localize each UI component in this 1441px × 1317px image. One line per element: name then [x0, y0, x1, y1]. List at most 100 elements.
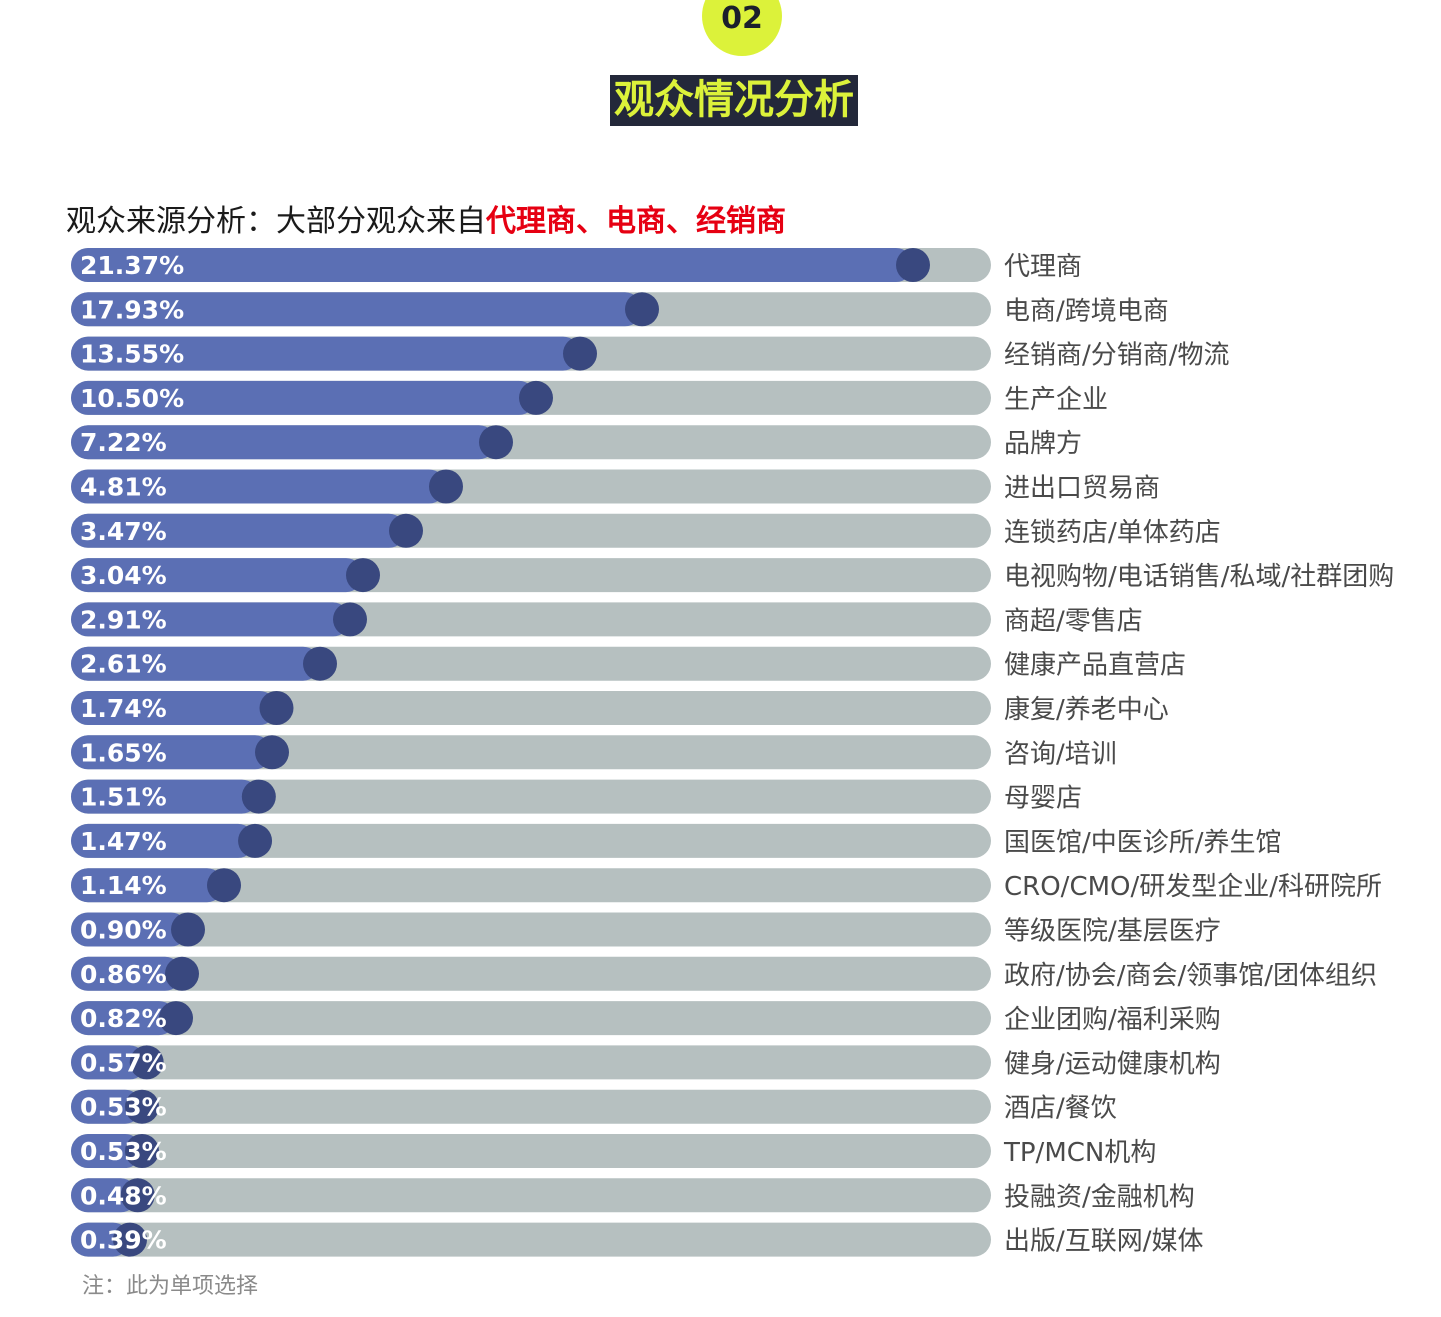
- category-label: 等级医院/基层医疗: [1004, 917, 1221, 947]
- category-label: 康复/养老中心: [1004, 695, 1169, 725]
- footnote: 注：此为单项选择: [82, 1274, 259, 1299]
- bar: [71, 823, 256, 858]
- category-label: TP/MCN机构: [1003, 1138, 1156, 1168]
- bar: [71, 1001, 176, 1036]
- value-label: 10.50%: [80, 384, 184, 413]
- category-label: 代理商: [1004, 252, 1082, 282]
- bar-end-marker: [125, 1089, 159, 1124]
- bar-end-marker: [125, 1134, 159, 1168]
- bar-end-marker: [429, 469, 463, 504]
- bar-track: [71, 956, 991, 991]
- category-label: 健康产品直营店: [1004, 651, 1186, 681]
- bar: [71, 956, 182, 991]
- value-label: 1.14%: [80, 871, 167, 900]
- value-label: 1.51%: [80, 783, 167, 812]
- bar: [71, 513, 406, 548]
- bar-end-marker: [303, 646, 337, 681]
- bar: [71, 602, 350, 637]
- value-label: 3.47%: [80, 517, 167, 546]
- bar: [71, 336, 580, 371]
- bar-end-marker: [259, 691, 294, 725]
- bar-track: [71, 1222, 991, 1257]
- value-label: 0.53%: [80, 1137, 167, 1166]
- bar: [71, 735, 272, 770]
- category-label: 企业团购/福利采购: [1004, 1005, 1221, 1035]
- value-label: 1.65%: [80, 738, 167, 767]
- bar: [71, 380, 536, 415]
- category-label: 咨询/培训: [1004, 739, 1117, 769]
- bar-end-marker: [896, 248, 930, 282]
- bar-track: [71, 691, 991, 725]
- bar-end-marker: [346, 558, 380, 593]
- bar: [71, 779, 259, 814]
- bar: [71, 868, 224, 903]
- bar: [71, 1045, 147, 1080]
- category-label: 电商/跨境电商: [1004, 296, 1169, 326]
- value-label: 0.82%: [80, 1004, 167, 1033]
- bar-track: [71, 1089, 991, 1124]
- bar-track: [71, 1045, 991, 1080]
- bar: [71, 425, 496, 460]
- bar: [71, 1178, 138, 1213]
- bar: [71, 1222, 130, 1257]
- bar-track: [71, 1001, 991, 1036]
- bar-end-marker: [120, 1178, 155, 1213]
- value-label: 1.74%: [80, 694, 167, 723]
- bar: [71, 1134, 142, 1168]
- bar-end-marker: [333, 602, 367, 637]
- bar-end-marker: [241, 779, 276, 814]
- value-label: 17.93%: [80, 295, 184, 324]
- value-label: 0.48%: [80, 1181, 167, 1210]
- category-label: 电视购物/电话销售/私域/社群团购: [1004, 562, 1394, 592]
- value-label: 13.55%: [80, 340, 184, 369]
- value-label: 7.22%: [80, 428, 167, 457]
- value-label: 3.04%: [80, 561, 167, 590]
- category-label: 连锁药店/单体药店: [1004, 518, 1221, 548]
- value-label: 0.90%: [80, 916, 167, 945]
- bar: [71, 248, 913, 282]
- bar-end-marker: [255, 735, 289, 770]
- bar-end-marker: [519, 380, 553, 415]
- bar-track: [71, 1178, 991, 1213]
- section-number-badge: 02: [702, 0, 782, 56]
- category-label: 经销商/分销商/物流: [1004, 341, 1230, 371]
- value-label: 0.53%: [80, 1093, 167, 1122]
- category-label: 品牌方: [1004, 429, 1082, 459]
- category-label: 国医馆/中医诊所/养生馆: [1004, 828, 1282, 858]
- value-label: 21.37%: [80, 251, 184, 280]
- bar-end-marker: [159, 1001, 193, 1036]
- bar-end-marker: [129, 1045, 164, 1080]
- bar-end-marker: [207, 868, 241, 903]
- bar-end-marker: [171, 912, 205, 947]
- chart-subtitle: 观众来源分析：大部分观众来自代理商、电商、经销商: [66, 196, 786, 240]
- category-label: 出版/互联网/媒体: [1004, 1227, 1204, 1257]
- bar: [71, 691, 277, 725]
- category-label: 生产企业: [1004, 385, 1108, 415]
- bar-track: [71, 779, 991, 814]
- bar-track: [71, 823, 991, 858]
- bar: [71, 469, 446, 504]
- value-label: 0.39%: [80, 1226, 167, 1255]
- bar: [71, 1089, 142, 1124]
- bar-track: [71, 1134, 991, 1168]
- bar-end-marker: [563, 336, 597, 371]
- category-label: 健身/运动健康机构: [1004, 1049, 1221, 1079]
- value-label: 2.91%: [80, 605, 167, 634]
- value-label: 1.47%: [80, 827, 167, 856]
- category-label: 投融资/金融机构: [1004, 1182, 1195, 1212]
- bar-track: [71, 868, 991, 903]
- bar: [71, 646, 320, 681]
- bar: [71, 558, 363, 593]
- value-label: 4.81%: [80, 473, 167, 502]
- bar-track: [71, 735, 991, 770]
- bar-track: [71, 912, 991, 947]
- category-label: 酒店/餐饮: [1004, 1094, 1117, 1124]
- category-label: CRO/CMO/研发型企业/科研院所: [1004, 872, 1382, 902]
- bar-end-marker: [113, 1222, 147, 1257]
- bar-end-marker: [479, 425, 513, 460]
- subtitle-highlight: 代理商、电商、经销商: [486, 204, 786, 239]
- bar: [71, 912, 188, 947]
- section-title: 观众情况分析: [610, 75, 858, 126]
- category-label: 商超/零售店: [1004, 606, 1143, 636]
